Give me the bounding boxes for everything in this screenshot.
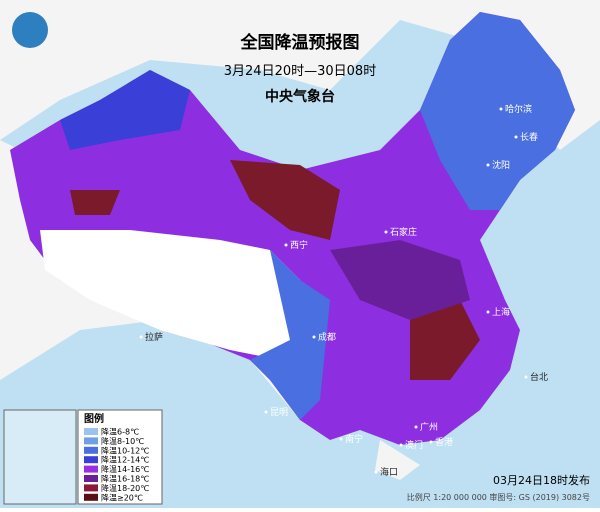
city-label: 西宁 (290, 239, 308, 251)
city-label: 昆明 (270, 407, 288, 418)
city-label: 澳门 (405, 439, 423, 451)
city-dot (524, 375, 528, 379)
city-label: 哈尔滨 (505, 103, 532, 115)
city-label: 广州 (420, 421, 438, 433)
issued: 03月24日18时发布 (493, 473, 590, 487)
legend-label: 降温16-18℃ (101, 474, 149, 484)
city-dot (264, 410, 268, 414)
legend-label: 降温≥20℃ (101, 492, 143, 502)
period: 3月24日20时—30日08时 (224, 64, 376, 79)
legend-swatch (84, 437, 98, 445)
cooling-area (420, 12, 575, 210)
city-dot (486, 163, 490, 167)
legend: 降温6-8℃降温8-10℃降温10-12℃降温12-14℃降温14-16℃降温1… (84, 427, 149, 502)
legend-swatch (84, 493, 98, 501)
cooling-area (330, 240, 470, 320)
logo (12, 12, 48, 48)
legend-label: 降温10-12℃ (101, 445, 149, 455)
legend-label: 降温8-10℃ (101, 436, 144, 446)
city-dot (486, 310, 490, 314)
cooling-area (70, 190, 120, 215)
cooling-area (60, 70, 190, 150)
legend-label: 降温14-16℃ (101, 464, 149, 474)
city-dot (499, 107, 503, 111)
city-dot (374, 470, 378, 474)
city-dot (312, 335, 316, 339)
legend-swatch (84, 465, 98, 473)
cooling-area (410, 300, 480, 380)
legend-swatch (84, 475, 98, 482)
city-label: 海口 (380, 466, 398, 478)
city-label: 上海 (492, 306, 510, 318)
city-dot (284, 243, 288, 247)
city-label: 成都 (318, 331, 336, 343)
city-label: 石家庄 (390, 226, 417, 238)
issuer: 中央气象台 (265, 88, 335, 105)
city-dot (339, 437, 343, 441)
legend-label: 降温18-20℃ (101, 483, 149, 493)
no-cooling-area (40, 230, 310, 360)
legend-swatch (84, 456, 98, 464)
legend-title: 图例 (84, 412, 104, 425)
city-label: 台北 (530, 371, 548, 383)
cooling-area (230, 160, 340, 240)
legend-swatch (84, 446, 98, 454)
cooling-area (250, 250, 330, 420)
city-dot (399, 443, 403, 447)
city-dot (139, 335, 143, 339)
city-dot (384, 230, 388, 234)
city-label: 香港 (435, 436, 453, 448)
neighbor-land (0, 0, 600, 150)
legend-swatch (84, 484, 98, 492)
legend-swatch (84, 428, 98, 435)
legend-label: 降温12-14℃ (101, 455, 149, 465)
legend-label: 降温6-8℃ (101, 427, 139, 437)
city-label: 沈阳 (492, 159, 510, 171)
inset-map (3, 409, 77, 505)
city-dot (429, 440, 433, 444)
scale: 比例尺 1:20 000 000 审图号: GS (2019) 3082号 (407, 492, 590, 502)
city-dot (414, 425, 418, 429)
city-label: 拉萨 (145, 331, 163, 343)
city-label: 长春 (520, 131, 538, 143)
island (375, 440, 420, 480)
city-dot (514, 135, 518, 139)
city-label: 南宁 (345, 433, 363, 445)
title: 全国降温预报图 (240, 32, 360, 53)
